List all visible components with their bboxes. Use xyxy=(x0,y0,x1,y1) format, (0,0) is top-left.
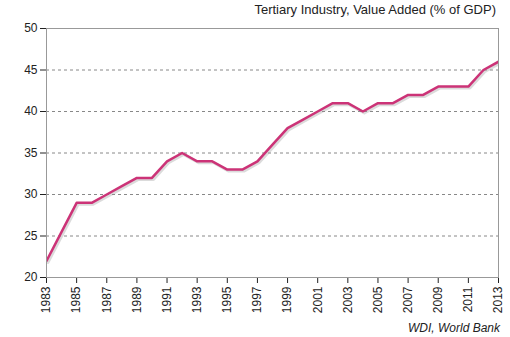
svg-text:35: 35 xyxy=(24,146,38,160)
svg-text:1987: 1987 xyxy=(100,286,114,313)
svg-text:40: 40 xyxy=(24,104,38,118)
svg-text:30: 30 xyxy=(24,187,38,201)
svg-text:2013: 2013 xyxy=(491,286,505,313)
svg-text:1989: 1989 xyxy=(130,286,144,313)
html-text:Tertiary Industry, Value Added: Tertiary Industry, Value Added (% of GDP… xyxy=(254,2,496,17)
svg-text:2007: 2007 xyxy=(401,286,415,313)
svg-text:1991: 1991 xyxy=(160,286,174,313)
svg-text:1985: 1985 xyxy=(69,286,83,313)
svg-text:2009: 2009 xyxy=(431,286,445,313)
svg-text:2005: 2005 xyxy=(371,286,385,313)
svg-text:20: 20 xyxy=(24,270,38,284)
svg-text:2011: 2011 xyxy=(461,286,475,312)
svg-text:45: 45 xyxy=(24,63,38,77)
html-text:WDI, World Bank: WDI, World Bank xyxy=(408,321,500,335)
svg-text:1997: 1997 xyxy=(250,286,264,313)
svg-text:2003: 2003 xyxy=(341,286,355,313)
svg-text:1995: 1995 xyxy=(220,286,234,313)
svg-text:2001: 2001 xyxy=(311,286,325,313)
svg-text:1993: 1993 xyxy=(190,286,204,313)
svg-text:50: 50 xyxy=(24,21,38,35)
svg-text:25: 25 xyxy=(24,229,38,243)
svg-text:1999: 1999 xyxy=(280,286,294,313)
svg-text:1983: 1983 xyxy=(39,286,53,313)
